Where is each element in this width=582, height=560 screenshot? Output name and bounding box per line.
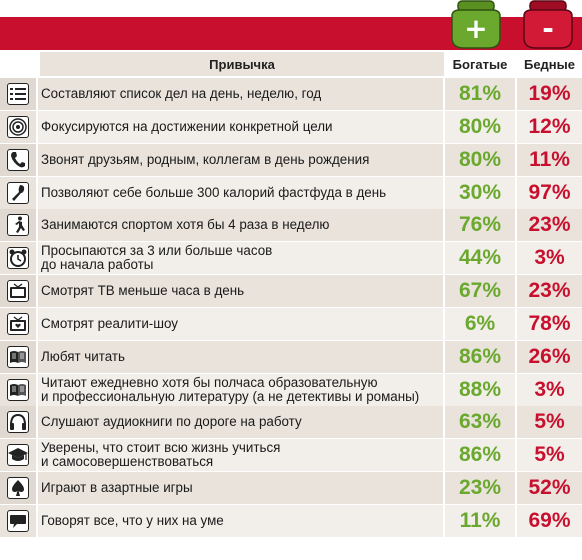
- rich-value: 80%: [445, 143, 515, 176]
- habit-label: Фокусируются на достижении конкретной це…: [38, 110, 443, 143]
- table-row: Читают ежедневно хотя бы полчаса образов…: [0, 373, 582, 407]
- table-row: Слушают аудиокниги по дороге на работу 63…: [0, 406, 582, 440]
- habit-label: Позволяют себе больше 300 калорий фастфу…: [38, 176, 443, 209]
- table-row: Составляют список дел на день, неделю, г…: [0, 78, 582, 111]
- habit-label: Смотрят реалити-шоу: [38, 307, 443, 340]
- list-icon: [7, 83, 29, 105]
- table-row: Просыпаются за 3 или больше часов до нач…: [0, 242, 582, 276]
- poor-value: 5%: [517, 439, 582, 472]
- poor-column-header: Бедные: [517, 52, 582, 76]
- poor-value: 12%: [517, 110, 582, 143]
- table-row: Смотрят ТВ меньше часа в день 67% 23%: [0, 275, 582, 308]
- habit-label: Играют в азартные игры: [38, 472, 443, 505]
- habit-label: Просыпаются за 3 или больше часов до нач…: [38, 242, 443, 275]
- table-row: Уверены, что стоит всю жизнь учиться и с…: [0, 439, 582, 473]
- fork-icon: [7, 181, 29, 204]
- habit-label: Говорят все, что у них на уме: [38, 504, 443, 537]
- rich-purse-icon: +: [448, 0, 504, 50]
- poor-value: 5%: [517, 406, 582, 439]
- tv-heart-icon: [7, 312, 29, 335]
- icon-cell: [0, 406, 36, 439]
- rich-value: 81%: [445, 78, 515, 110]
- icon-cell: [0, 143, 36, 176]
- poor-value: 19%: [517, 78, 582, 110]
- alarm-clock-icon: [7, 247, 29, 270]
- rich-value: 76%: [445, 209, 515, 242]
- rich-value: 86%: [445, 340, 515, 373]
- poor-value: 23%: [517, 275, 582, 308]
- habit-label: Звонят друзьям, родным, коллегам в день …: [38, 143, 443, 176]
- habit-label: Смотрят ТВ меньше часа в день: [38, 275, 443, 308]
- icon-cell: [0, 340, 36, 373]
- icon-cell: [0, 242, 36, 275]
- top-band: [0, 0, 582, 17]
- table-row: Позволяют себе больше 300 калорий фастфу…: [0, 176, 582, 210]
- icon-cell: [0, 78, 36, 110]
- phone-icon: [7, 148, 29, 171]
- rich-column-header: Богатые: [445, 52, 515, 76]
- graduation-cap-icon: [7, 444, 29, 467]
- table-row: Занимаются спортом хотя бы 4 раза в неде…: [0, 209, 582, 243]
- habit-label: Слушают аудиокниги по дороге на работу: [38, 406, 443, 439]
- habit-column-header: Привычка: [40, 52, 444, 76]
- table-row: Фокусируются на достижении конкретной це…: [0, 110, 582, 144]
- speech-bubble-icon: [7, 509, 29, 532]
- rich-value: 11%: [445, 504, 515, 537]
- rich-value: 30%: [445, 176, 515, 209]
- icon-cell: [0, 176, 36, 209]
- icon-cell: [0, 209, 36, 242]
- rich-value: 67%: [445, 275, 515, 308]
- poor-value: 97%: [517, 176, 582, 209]
- minus-symbol: -: [542, 12, 554, 45]
- icon-cell: [0, 373, 36, 406]
- target-icon: [7, 115, 29, 138]
- spade-icon: [7, 477, 29, 500]
- icon-cell: [0, 472, 36, 505]
- runner-icon: [7, 214, 29, 237]
- habit-label: Занимаются спортом хотя бы 4 раза в неде…: [38, 209, 443, 242]
- poor-purse-icon: -: [520, 0, 576, 50]
- habit-label: Уверены, что стоит всю жизнь учиться и с…: [38, 439, 443, 472]
- rich-value: 23%: [445, 472, 515, 505]
- table-row: Звонят друзьям, родным, коллегам в день …: [0, 143, 582, 177]
- rich-value: 88%: [445, 373, 515, 406]
- plus-symbol: +: [464, 12, 487, 45]
- poor-value: 11%: [517, 143, 582, 176]
- habits-table: Составляют список дел на день, неделю, г…: [0, 78, 582, 538]
- icon-cell: [0, 307, 36, 340]
- rich-value: 86%: [445, 439, 515, 472]
- table-row: Играют в азартные игры 23% 52%: [0, 472, 582, 505]
- habit-label: Составляют список дел на день, неделю, г…: [38, 78, 443, 110]
- rich-value: 80%: [445, 110, 515, 143]
- poor-value: 3%: [517, 242, 582, 275]
- headphones-icon: [7, 411, 29, 434]
- poor-value: 3%: [517, 373, 582, 406]
- habit-label: Читают ежедневно хотя бы полчаса образов…: [38, 373, 443, 406]
- poor-value: 23%: [517, 209, 582, 242]
- table-row: Любят читать 86% 26%: [0, 340, 582, 374]
- icon-cell: [0, 439, 36, 472]
- habit-label: Любят читать: [38, 340, 443, 373]
- table-row: Говорят все, что у них на уме 11% 69%: [0, 504, 582, 538]
- rich-value: 63%: [445, 406, 515, 439]
- rich-value: 6%: [445, 307, 515, 340]
- poor-value: 52%: [517, 472, 582, 505]
- tv-icon: [7, 280, 29, 303]
- rich-value: 44%: [445, 242, 515, 275]
- book-icon: [7, 378, 29, 401]
- icon-cell: [0, 275, 36, 308]
- poor-value: 69%: [517, 504, 582, 537]
- icon-cell: [0, 110, 36, 143]
- table-row: Смотрят реалити-шоу 6% 78%: [0, 307, 582, 341]
- icon-cell: [0, 504, 36, 537]
- poor-value: 26%: [517, 340, 582, 373]
- poor-value: 78%: [517, 307, 582, 340]
- book-icon: [7, 345, 29, 368]
